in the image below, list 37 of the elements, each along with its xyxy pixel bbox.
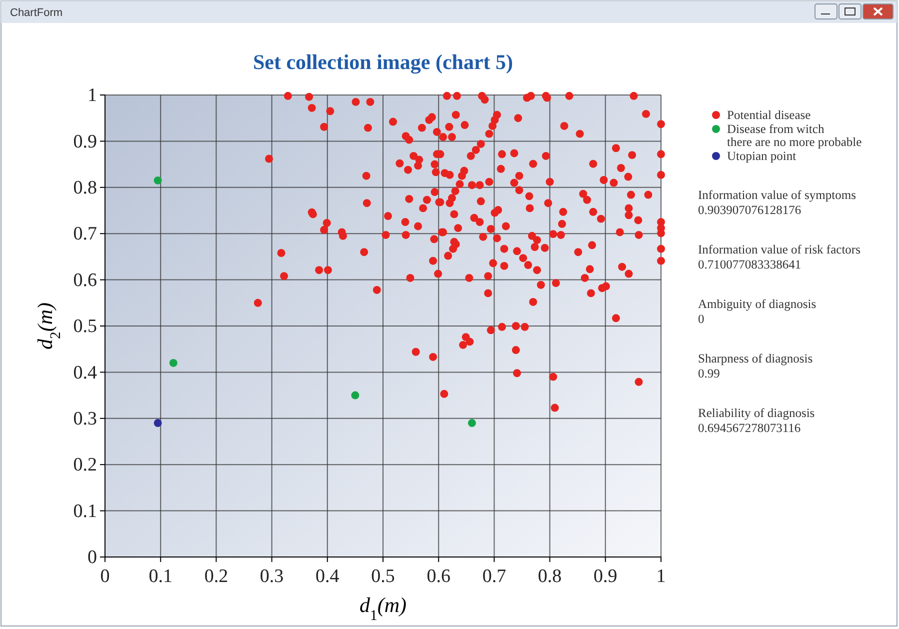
y-tick-label: 0.7 (73, 224, 97, 245)
x-tick-label: 0.1 (148, 566, 172, 588)
x-axis-title: d$_{1}$(m) (360, 593, 406, 624)
point (351, 391, 360, 400)
y-tick-label: 0.5 (73, 316, 97, 338)
legend-label: Utopian point (727, 149, 797, 163)
y-tick-label: 0.8 (73, 177, 97, 198)
point (154, 419, 162, 427)
chart-title: Set collection image (chart 5) (252, 50, 514, 74)
text: Information value of risk factors 0.710077083338641 (698, 242, 861, 272)
x-tick-label: 0.5 (371, 566, 395, 588)
point (468, 419, 476, 427)
x-tick-label: 1 (656, 566, 666, 588)
x-tick-label: 0.4 (316, 566, 340, 588)
x-tick-label: 0.6 (426, 566, 450, 588)
text: ChartForm (10, 7, 63, 19)
x-tick-label: 0.2 (204, 566, 228, 588)
point (169, 358, 178, 367)
y-tick-label: 0.1 (73, 500, 97, 522)
point (154, 176, 162, 184)
x-tick-label: 0.9 (594, 566, 618, 588)
x-tick-label: 0.3 (260, 566, 284, 588)
text: Sharpness of diagnosis 0.99 (698, 352, 813, 380)
text: Ambiguity of diagnosis 0 (698, 297, 816, 326)
text: Reliability of diagnosis 0.694567278073116 (698, 406, 815, 435)
y-tick-label: 0.4 (73, 362, 98, 384)
y-tick-label: 1 (88, 85, 97, 106)
legend-label: Potential disease (727, 108, 812, 122)
x-tick-label: 0.7 (482, 566, 506, 588)
text: Information value of symptoms 0.903907076128176 (698, 188, 856, 217)
y-tick-label: 0 (88, 547, 97, 568)
y-tick-label: 0.3 (73, 408, 97, 430)
y-tick-label: 0.9 (73, 131, 97, 152)
y-tick-label: 0.2 (73, 454, 97, 476)
y-tick-label: 0.6 (73, 270, 97, 291)
legend-label: Disease from witch there are no more probable (727, 122, 862, 149)
x-tick-label: 0.8 (538, 566, 562, 588)
